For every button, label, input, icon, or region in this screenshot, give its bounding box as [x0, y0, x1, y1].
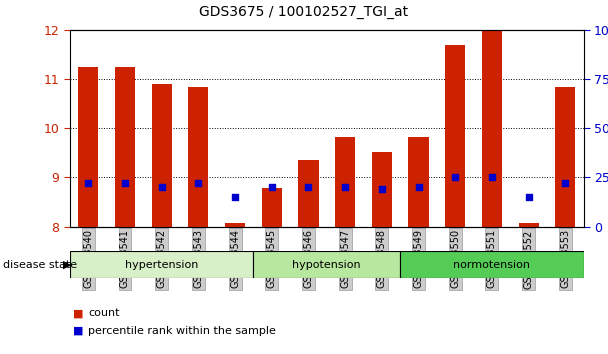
Bar [445, 45, 465, 227]
Text: ■: ■ [73, 326, 83, 336]
Bar [409, 137, 429, 227]
Bar [400, 251, 584, 278]
Point [120, 181, 130, 186]
Point [267, 184, 277, 190]
Point [303, 184, 313, 190]
Point [340, 184, 350, 190]
Text: count: count [88, 308, 120, 318]
Bar [335, 137, 355, 227]
Bar [225, 223, 245, 227]
Point [377, 187, 387, 192]
Text: hypertension: hypertension [125, 259, 198, 270]
Bar [371, 152, 392, 227]
Text: normotension: normotension [454, 259, 530, 270]
Bar [299, 160, 319, 227]
Point [193, 181, 203, 186]
Point [451, 175, 460, 180]
Point [487, 175, 497, 180]
Text: percentile rank within the sample: percentile rank within the sample [88, 326, 276, 336]
Bar [151, 84, 171, 227]
Bar [78, 67, 98, 227]
Bar [70, 251, 254, 278]
Point [413, 184, 423, 190]
Point [523, 194, 533, 200]
Text: hypotension: hypotension [292, 259, 361, 270]
Text: ▶: ▶ [63, 259, 71, 270]
Text: GDS3675 / 100102527_TGI_at: GDS3675 / 100102527_TGI_at [199, 5, 409, 19]
Point [157, 184, 167, 190]
Point [83, 181, 93, 186]
Text: ■: ■ [73, 308, 83, 318]
Bar [555, 87, 575, 227]
Bar [188, 87, 209, 227]
Point [230, 194, 240, 200]
Point [561, 181, 570, 186]
Bar [254, 251, 400, 278]
Bar [115, 67, 135, 227]
Bar [519, 223, 539, 227]
Bar [482, 30, 502, 227]
Bar [261, 188, 282, 227]
Text: disease state: disease state [3, 259, 77, 270]
